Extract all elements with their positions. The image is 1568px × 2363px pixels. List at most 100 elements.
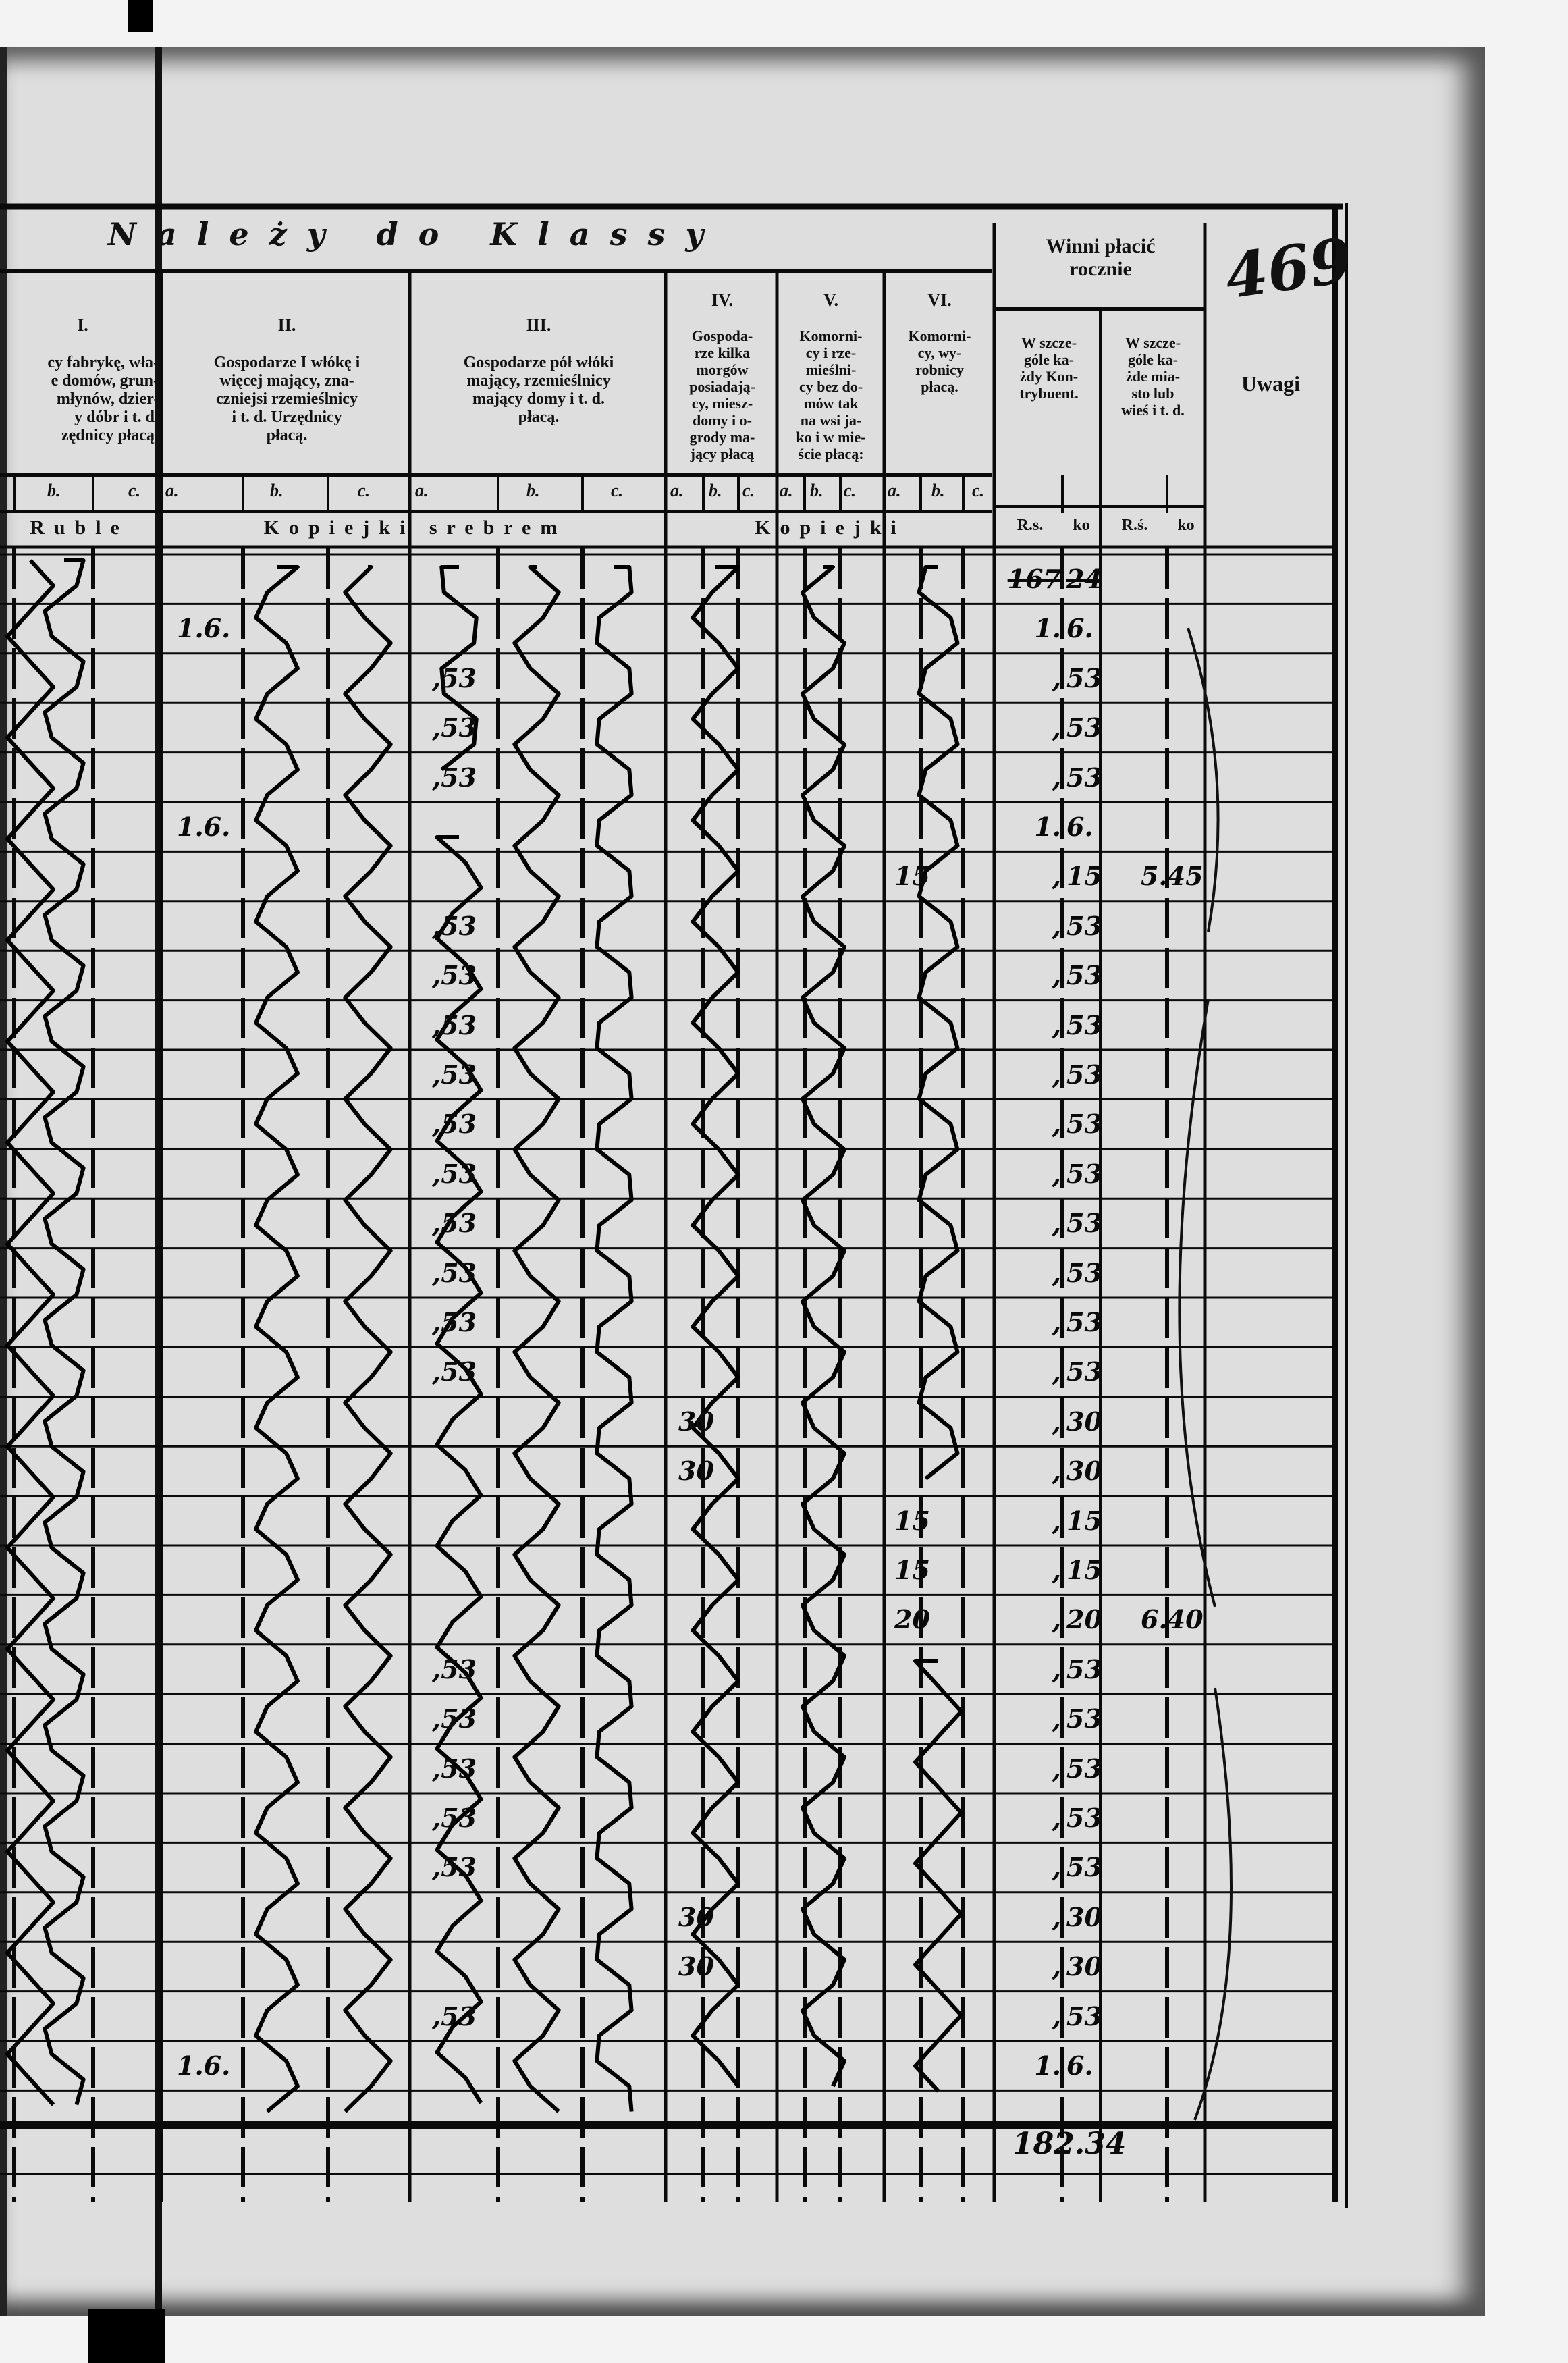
class-i-header: I. cy fabrykę, wła- e domów, grun- młynó…: [7, 297, 159, 463]
class-iii-entry: ,53: [432, 1257, 477, 1288]
page-fold: [155, 47, 162, 2316]
class-vi-header: VI. Komorni- cy, wy- robnicy płacą.: [886, 273, 994, 412]
winni-town-entry: 5.45: [1141, 861, 1204, 892]
cancellation-squiggle: [917, 565, 960, 1481]
currency-ruble: Ruble: [30, 516, 129, 539]
class-numeral: VI.: [927, 290, 952, 310]
class-iii-entry: ,53: [432, 1158, 477, 1189]
subcolumn-label: a.: [888, 481, 901, 500]
winni-rs-entry: ,: [1052, 1951, 1061, 1982]
winni-ko-entry: 53: [1066, 910, 1102, 941]
class-vi-entry: 15: [894, 1555, 930, 1585]
subcolumn-label: c.: [358, 481, 371, 500]
class-iii-entry: ,53: [432, 1109, 477, 1140]
winni-rs-entry: ,: [1052, 910, 1061, 941]
class-description: Komorni- cy, wy- robnicy płacą.: [908, 327, 971, 395]
winni-rs-entry: ,: [1052, 861, 1061, 892]
cancellation-squiggle: [691, 565, 740, 2088]
winni-rs-entry: ,: [1052, 712, 1061, 743]
subcolumn-label: b.: [270, 481, 283, 500]
subcolumn-label: b.: [931, 481, 945, 500]
class-numeral: I.: [77, 315, 88, 335]
winni-ko-entry: 15: [1066, 861, 1102, 892]
winni-rs-entry: ,: [1052, 1059, 1061, 1090]
class-description: Gospodarze I włókę i więcej mający, zna-…: [213, 354, 360, 444]
binding-tab: [128, 0, 153, 32]
cancellation-squiggle: [512, 565, 561, 2113]
winni-ko-entry: 53: [1066, 2000, 1102, 2032]
class-ii-entry: 1.6.: [177, 2050, 231, 2081]
winni-ko-entry: 53: [1066, 1307, 1102, 1337]
winni-town-entry: 6.40: [1141, 1604, 1204, 1635]
unit-ko: ko: [1073, 516, 1090, 534]
subcolumn-label: b.: [526, 481, 540, 500]
winni-rs-entry: ,: [1052, 662, 1061, 693]
class-iii-entry: ,53: [432, 2000, 477, 2032]
class-iii-entry: ,53: [432, 1803, 477, 1833]
winni-ko-entry: 30: [1066, 1406, 1102, 1437]
winni-ko-entry: 53: [1066, 1803, 1102, 1833]
binding-tab: [88, 2309, 165, 2363]
winni-rs-entry: ,: [1052, 1009, 1061, 1040]
winni-ko-entry: 53: [1066, 1653, 1102, 1684]
winni-ko-entry: 53: [1066, 762, 1102, 793]
class-v-header: V. Komorni- cy i rze- mieślni- cy bez do…: [778, 273, 884, 479]
class-vi-entry: 15: [894, 1505, 930, 1536]
winni-rs-entry: ,: [1052, 960, 1061, 991]
winni-rs-entry: ,: [1052, 1109, 1061, 1140]
uwagi-header: Uwagi: [1241, 371, 1301, 396]
cancellation-squiggle: [439, 565, 479, 772]
winni-ko-entry: 53: [1066, 1009, 1102, 1040]
winni-per-town-header: W szcze- góle ka- żde mia- sto lub wieś …: [1121, 334, 1185, 419]
cancellation-squiggle: [5, 558, 55, 2106]
winni-rs-entry: ,: [1052, 1653, 1061, 1684]
adjacent-page-edge: [0, 47, 7, 2316]
winni-ko-entry: 53: [1066, 1109, 1102, 1140]
class-description: cy fabrykę, wła- e domów, grun- młynów, …: [47, 354, 159, 444]
header-title: Należy do Klassy: [108, 216, 724, 253]
winni-rs-entry: ,: [1052, 1803, 1061, 1833]
subcolumn-label: c.: [844, 481, 857, 500]
cancellation-squiggle: [43, 558, 86, 2106]
winni-ko-entry: 53: [1066, 1257, 1102, 1288]
unit-rs: R.s.: [1017, 516, 1044, 534]
subcolumn-label: c.: [611, 481, 624, 500]
class-iii-entry: ,53: [432, 712, 477, 743]
winni-rs-entry: 167: [1007, 564, 1061, 594]
ledger-page: [0, 47, 1485, 2316]
class-iii-entry: ,53: [432, 910, 477, 941]
subcolumn-label: c.: [972, 481, 985, 500]
winni-rs-entry: ,: [1052, 1406, 1061, 1437]
winni-ko-entry: 6.: [1066, 2050, 1093, 2081]
winni-ko-entry: 53: [1066, 1158, 1102, 1189]
winni-ko-entry: 53: [1066, 1356, 1102, 1387]
class-numeral: V.: [823, 290, 838, 310]
winni-rs-entry: ,: [1052, 1257, 1061, 1288]
class-iii-entry: ,53: [432, 1307, 477, 1337]
winni-ko-entry: 53: [1066, 1703, 1102, 1734]
winni-ko-entry: 15: [1066, 1505, 1102, 1536]
winni-rs-entry: ,: [1052, 1208, 1061, 1239]
cancellation-squiggle: [801, 565, 846, 2088]
winni-ko-entry: 53: [1066, 662, 1102, 693]
class-iii-entry: ,53: [432, 1059, 477, 1090]
class-iii-entry: ,53: [432, 762, 477, 793]
winni-ko-entry: 30: [1066, 1951, 1102, 1982]
class-numeral: III.: [526, 315, 551, 335]
winni-rs-entry: ,: [1052, 1555, 1061, 1585]
cancellation-squiggle: [435, 835, 483, 2104]
winni-ko-entry: 30: [1066, 1456, 1102, 1487]
winni-rs-entry: ,: [1052, 1356, 1061, 1387]
class-numeral: IV.: [711, 290, 734, 310]
winni-ko-entry: 15: [1066, 1555, 1102, 1585]
subcolumn-label: b.: [810, 481, 823, 500]
winni-rs-entry: ,: [1052, 1901, 1061, 1932]
winni-rs-entry: ,: [1052, 2000, 1061, 2032]
subcolumn-label: c.: [742, 481, 755, 500]
class-ii-header: II. Gospodarze I włókę i więcej mający, …: [165, 297, 408, 463]
unit-rs: R.ś.: [1121, 516, 1148, 534]
class-ii-entry: 1.6.: [177, 613, 231, 644]
bracket-mark: [1193, 1687, 1233, 2121]
winni-rs-entry: ,: [1052, 1158, 1061, 1189]
